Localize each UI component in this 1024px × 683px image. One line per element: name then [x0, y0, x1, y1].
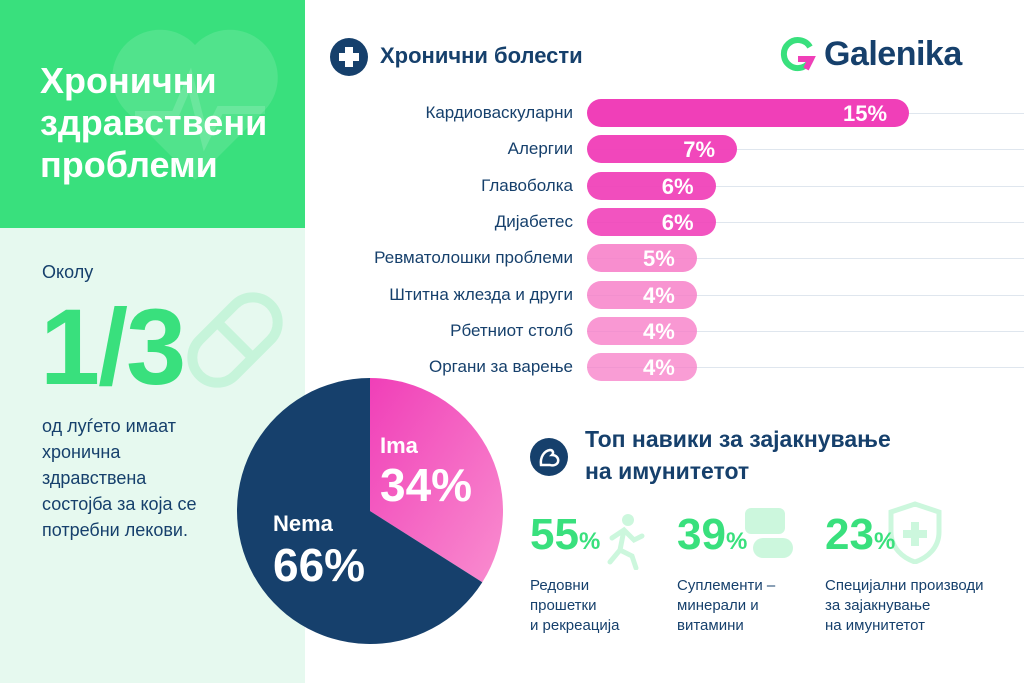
pie-svg — [237, 378, 503, 644]
bar — [587, 280, 697, 309]
habit-value: 23% — [825, 510, 896, 559]
left-panel: Хронични здравствени проблеми Околу 1/3 … — [0, 0, 305, 683]
chronic-diseases-title: Хронични болести — [380, 43, 583, 68]
bar-value-label: 6% — [661, 173, 694, 199]
bar-gridline — [587, 330, 1024, 332]
bar-category-label: Кардиоваскуларни — [425, 103, 573, 122]
about-label: Околу — [42, 262, 94, 282]
bar-gridline — [587, 221, 1024, 223]
pie-chart: Ima 34% Nema 66% — [237, 378, 503, 649]
bar — [587, 207, 716, 236]
bar-category-label: Органи за варење — [428, 357, 573, 377]
bar-value-label: 6% — [661, 209, 694, 235]
bar — [587, 99, 909, 127]
habit-value: 55% — [530, 510, 601, 559]
galenika-logo-icon — [780, 36, 816, 71]
brand-logo: Galenika — [780, 35, 962, 74]
bar-gridline — [587, 258, 1024, 260]
bar-value-label: 5% — [643, 246, 675, 272]
habit-description: Специјални производи за зајакнување на и… — [825, 577, 984, 634]
pie-slice-value: 66% — [273, 539, 366, 591]
one-third-stat: 1/3 — [40, 286, 186, 407]
bar-value-label: 4% — [643, 282, 675, 308]
bar-category-label: Ревматолошки проблеми — [374, 248, 573, 268]
flexed-arm-icon — [530, 438, 568, 476]
page-title: Хронични здравствени проблеми — [40, 60, 268, 185]
bar — [587, 135, 738, 164]
bar-value-label: 7% — [683, 137, 716, 163]
bar-category-label: Главоболка — [481, 175, 573, 195]
heart-icon — [112, 29, 278, 180]
pie-slice-name: Nema — [273, 511, 333, 536]
bar-value-label: 4% — [643, 318, 675, 344]
bar-gridline — [587, 367, 1024, 369]
bar — [587, 353, 697, 382]
pie-slice-nema — [237, 378, 483, 644]
bar — [587, 171, 716, 200]
bar-gridline — [587, 294, 1024, 296]
bar-value-label: 15% — [843, 101, 888, 126]
running-person-icon — [607, 514, 645, 570]
habit-description: Суплементи – минерали и витамини — [677, 577, 776, 634]
stat-description: од луѓето имаат хронична здравствена сос… — [42, 416, 197, 540]
medical-cross-icon — [330, 38, 368, 76]
bar-value-label: 4% — [643, 355, 675, 381]
bar — [587, 244, 697, 273]
bar-gridline — [587, 185, 1024, 187]
bar-category-label: Алергии — [507, 139, 573, 159]
habits-title: Топ навики за зајакнување на имунитетот — [585, 426, 891, 484]
brand-name: Galenika — [824, 35, 962, 73]
shield-plus-icon — [888, 501, 942, 564]
habit-value: 39% — [677, 510, 748, 559]
habit-description: Редовни прошетки и рекреација — [530, 577, 620, 634]
pie-slice-value: 34% — [380, 459, 473, 511]
bar-gridline — [587, 149, 1024, 151]
bar-category-label: Дијабетес — [494, 211, 573, 231]
pie-slice-name: Ima — [380, 433, 418, 458]
bar-category-label: Штитна жлезда и други — [389, 284, 573, 304]
bar — [587, 316, 697, 345]
bar-category-label: Рбетниот столб — [450, 320, 573, 340]
pie-slice-ima — [370, 378, 503, 583]
pill-icon — [187, 292, 283, 388]
pills-icon — [745, 508, 793, 558]
left-header: Хронични здравствени проблеми — [0, 0, 305, 228]
